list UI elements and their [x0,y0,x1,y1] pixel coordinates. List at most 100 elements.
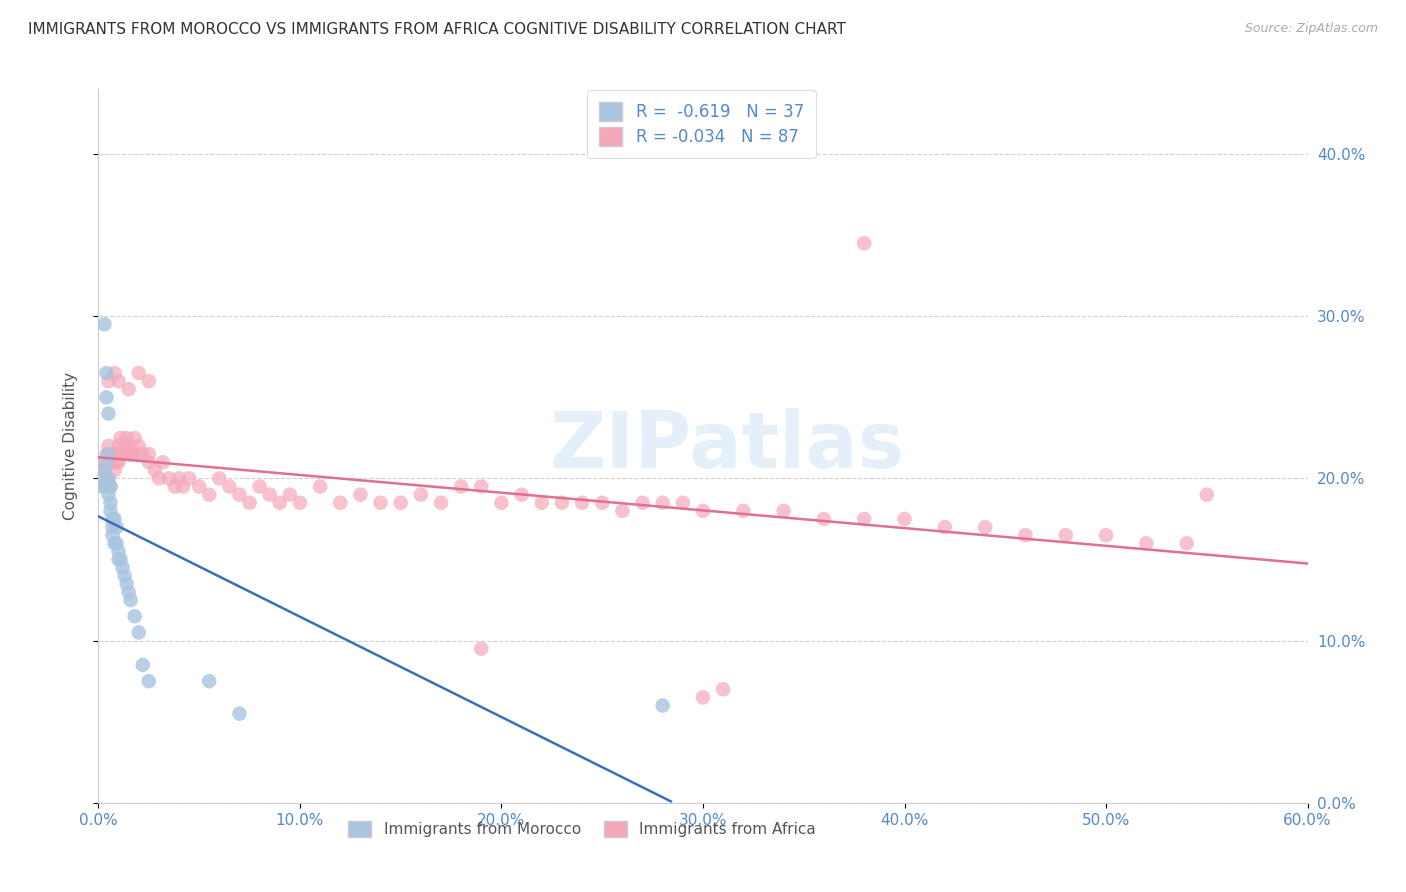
Point [93,318,115,332]
Point [100,447,122,461]
Point [128,439,150,453]
Point [470,641,492,656]
Point [591,496,613,510]
Point [118,439,141,453]
Point [612,504,634,518]
Point [103,512,125,526]
Point [551,496,574,510]
Point [111,447,134,461]
Point [97,439,120,453]
Point [96,455,118,469]
Point [96,479,118,493]
Point [132,447,155,461]
Point [103,366,125,380]
Point [100,504,122,518]
Point [1195,488,1218,502]
Point [91,479,114,493]
Point [853,512,876,526]
Point [96,447,118,461]
Point [259,488,281,502]
Point [138,447,160,461]
Point [97,471,120,485]
Point [218,479,240,493]
Point [893,512,915,526]
Point [101,520,124,534]
Point [198,488,221,502]
Point [208,471,231,485]
Point [152,455,174,469]
Point [288,496,311,510]
Point [105,447,128,461]
Point [692,504,714,518]
Point [100,496,122,510]
Point [692,690,714,705]
Text: Source: ZipAtlas.com: Source: ZipAtlas.com [1244,22,1378,36]
Point [124,609,146,624]
Point [121,447,143,461]
Legend: Immigrants from Morocco, Immigrants from Africa: Immigrants from Morocco, Immigrants from… [340,814,824,845]
Point [138,455,160,469]
Point [97,407,120,421]
Point [309,479,332,493]
Point [128,625,150,640]
Point [107,544,129,558]
Point [188,479,211,493]
Point [409,488,432,502]
Point [138,374,160,388]
Point [269,496,291,510]
Point [1054,528,1077,542]
Point [107,439,129,453]
Point [491,496,513,510]
Point [349,488,371,502]
Point [103,447,125,461]
Point [772,504,794,518]
Point [93,463,115,477]
Point [110,552,132,566]
Point [172,479,194,493]
Point [329,496,352,510]
Point [101,447,124,461]
Point [733,504,755,518]
Point [107,374,129,388]
Point [249,479,271,493]
Point [672,496,695,510]
Point [103,536,125,550]
Point [813,512,835,526]
Point [97,488,120,502]
Point [105,520,128,534]
Text: IMMIGRANTS FROM MOROCCO VS IMMIGRANTS FROM AFRICA COGNITIVE DISABILITY CORRELATI: IMMIGRANTS FROM MOROCCO VS IMMIGRANTS FR… [28,22,846,37]
Point [450,479,472,493]
Point [167,471,190,485]
Point [711,682,734,697]
Point [974,520,997,534]
Point [118,585,141,599]
Point [105,536,128,550]
Point [651,496,673,510]
Point [157,471,180,485]
Point [228,488,250,502]
Point [114,568,136,582]
Point [510,488,533,502]
Point [96,366,118,380]
Point [120,593,142,607]
Point [1095,528,1118,542]
Point [115,577,138,591]
Y-axis label: Cognitive Disability: Cognitive Disability [63,372,77,520]
Point [107,455,129,469]
Point [97,447,120,461]
Point [430,496,453,510]
Point [370,496,392,510]
Point [651,698,673,713]
Point [105,455,128,469]
Point [143,463,166,477]
Point [228,706,250,721]
Point [1175,536,1198,550]
Text: ZIPatlas: ZIPatlas [550,408,904,484]
Point [278,488,301,502]
Point [118,382,141,396]
Point [91,455,114,469]
Point [110,431,132,445]
Point [470,479,492,493]
Point [138,674,160,689]
Point [198,674,221,689]
